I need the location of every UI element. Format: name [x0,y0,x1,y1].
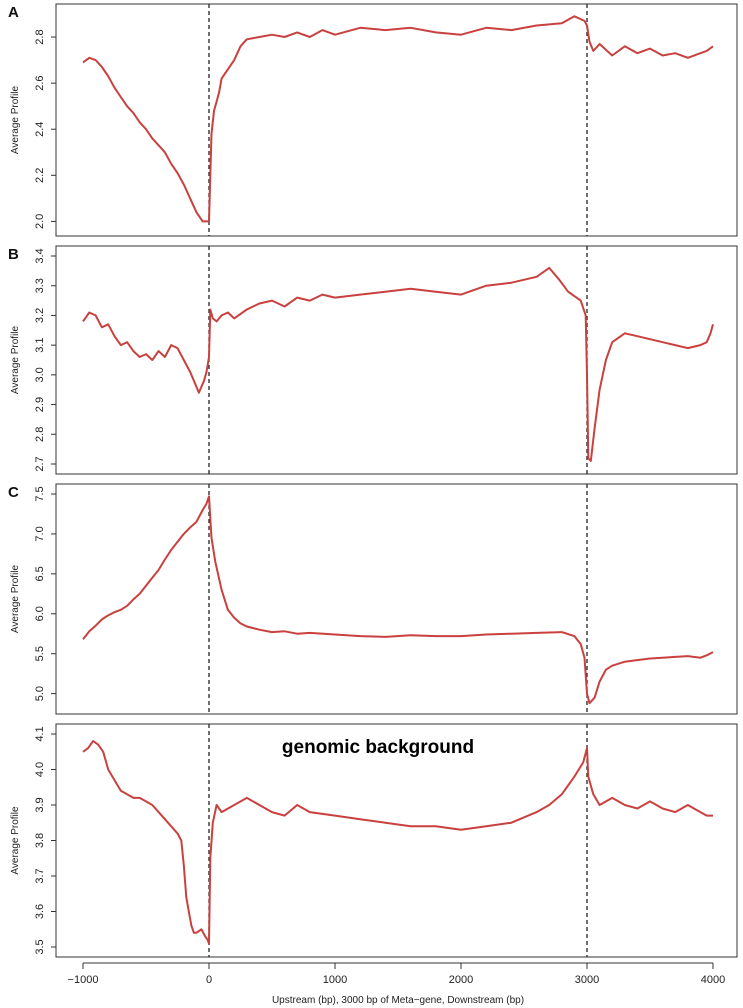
y-tick-label: 3.9 [34,797,46,812]
panel-1: A 2.0 2.2 2.4 2.6 2.8 Average Profile [8,3,738,237]
y-tick-label: 2.0 [34,214,46,229]
y-axis-label: Average Profile [10,85,21,154]
plot-frame [55,483,738,715]
x-tick-label: 3000 [575,974,599,986]
y-tick-label: 2.7 [34,456,46,471]
y-tick-label: 2.9 [34,397,46,412]
series-line [82,266,714,462]
y-axis-label: Average Profile [10,806,21,875]
x-axis-label: Upstream (bp), 3000 bp of Meta−gene, Dow… [272,995,524,1006]
y-tick-label: 2.6 [34,75,46,90]
panel-4: 3.5 3.6 3.7 3.8 3.9 4.0 4.1 Average Profile geno… [10,723,738,1006]
x-tick-label: 2000 [449,974,473,986]
y-tick-label: 2.8 [34,29,46,44]
y-tick-label: 3.3 [34,278,46,293]
y-tick-label: 6.0 [34,606,46,621]
panel-2: B 2.7 2.8 2.9 3.0 3.1 3.2 3.3 3.4 Average Profile [8,245,738,475]
y-tick-label: 5.5 [34,646,46,661]
plot-frame [55,245,738,475]
annotation-text: genomic background [282,737,474,758]
panel-label: C [8,484,19,501]
y-tick-label: 3.7 [34,868,46,883]
y-tick-label: 2.8 [34,427,46,442]
x-tick-label: −1000 [68,974,99,986]
y-tick-label: 7.0 [34,526,46,541]
y-tick-label: 5.0 [34,686,46,701]
series-line [82,495,714,705]
y-axis-label: Average Profile [10,325,21,394]
y-tick-label: 4.0 [34,762,46,777]
y-tick-label: 2.2 [34,168,46,183]
plot-frame [55,723,738,958]
y-tick-label: 3.8 [34,833,46,848]
panel-label: A [8,4,19,21]
y-tick-label: 3.0 [34,367,46,382]
y-tick-label: 6.5 [34,566,46,581]
x-tick-label: 1000 [323,974,347,986]
panel-3: C 5.0 5.5 6.0 6.5 7.0 7.5 Average Profile [8,483,738,715]
y-tick-label: 3.5 [34,939,46,954]
y-tick-label: 7.5 [34,486,46,501]
y-axis-label: Average Profile [10,564,21,633]
y-tick-label: 3.1 [34,337,46,352]
panel-label: B [8,246,19,263]
x-tick-label: 4000 [701,974,725,986]
y-tick-label: 4.1 [34,726,46,741]
x-tick-label: 0 [206,974,212,986]
plot-frame [55,3,738,237]
series-line [82,740,713,945]
series-line [82,15,714,223]
y-tick-label: 2.4 [34,122,46,137]
y-tick-label: 3.4 [34,248,46,263]
y-tick-label: 3.6 [34,904,46,919]
y-tick-label: 3.2 [34,308,46,323]
